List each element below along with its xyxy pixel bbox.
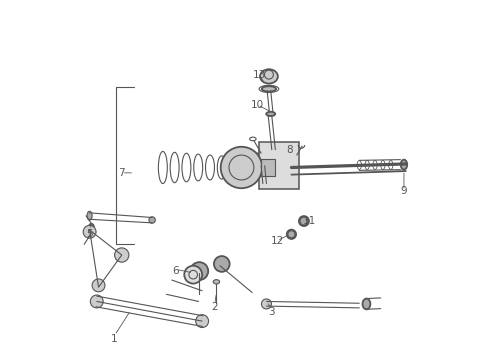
Bar [259, 143, 298, 189]
Text: 2: 2 [211, 302, 218, 312]
Text: 7: 7 [119, 168, 125, 178]
Circle shape [190, 262, 208, 280]
Ellipse shape [87, 211, 92, 220]
Ellipse shape [184, 266, 202, 284]
Text: 10: 10 [251, 100, 264, 110]
Ellipse shape [363, 298, 370, 309]
Ellipse shape [149, 217, 155, 223]
Ellipse shape [262, 86, 276, 91]
Circle shape [83, 225, 96, 238]
Text: 9: 9 [401, 186, 407, 196]
Text: 1: 1 [111, 334, 118, 344]
Circle shape [299, 216, 309, 226]
Text: 13: 13 [253, 69, 266, 80]
Ellipse shape [266, 112, 275, 116]
Circle shape [220, 147, 262, 188]
Circle shape [90, 295, 103, 308]
Bar [261, 158, 275, 176]
Circle shape [287, 230, 296, 239]
Text: 6: 6 [172, 266, 179, 276]
Text: 12: 12 [270, 236, 284, 246]
Ellipse shape [260, 69, 278, 84]
Ellipse shape [89, 224, 94, 233]
Text: 11: 11 [303, 216, 316, 226]
Circle shape [196, 315, 209, 328]
Text: 5: 5 [86, 229, 93, 239]
Ellipse shape [401, 159, 407, 170]
Circle shape [262, 299, 271, 309]
Ellipse shape [213, 280, 220, 284]
Circle shape [92, 279, 105, 292]
Text: 3: 3 [269, 307, 275, 317]
Circle shape [214, 256, 230, 272]
Text: 8: 8 [286, 145, 293, 155]
Circle shape [115, 248, 129, 262]
